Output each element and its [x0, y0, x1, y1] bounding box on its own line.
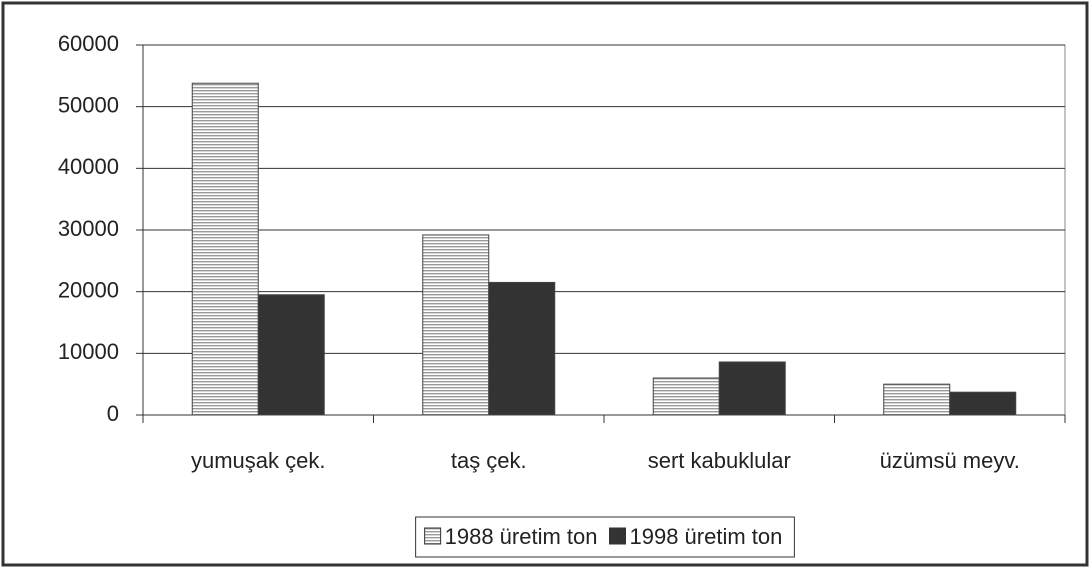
x-tick-label: yumuşak çek. [191, 448, 326, 473]
bar [949, 391, 1017, 416]
x-tick-label: taş çek. [451, 448, 527, 473]
bar [652, 377, 720, 416]
bar [191, 82, 259, 416]
bar [422, 234, 490, 416]
y-tick-label: 10000 [58, 339, 119, 364]
legend-label: 1988 üretim ton [445, 524, 598, 549]
bar [718, 361, 786, 416]
legend [415, 516, 795, 558]
y-tick-label: 40000 [58, 154, 119, 179]
y-tick-label: 50000 [58, 92, 119, 117]
y-tick-label: 20000 [58, 277, 119, 302]
x-tick-label: sert kabuklular [648, 448, 791, 473]
y-tick-label: 0 [107, 401, 119, 426]
legend-label: 1998 üretim ton [630, 524, 783, 549]
bar [488, 281, 556, 416]
bar [257, 294, 325, 416]
y-tick-label: 30000 [58, 216, 119, 241]
bar [883, 383, 951, 416]
x-tick-label: üzümsü meyv. [880, 448, 1020, 473]
y-tick-label: 60000 [58, 31, 119, 56]
legend-swatch [424, 527, 442, 545]
legend-swatch [609, 527, 626, 545]
